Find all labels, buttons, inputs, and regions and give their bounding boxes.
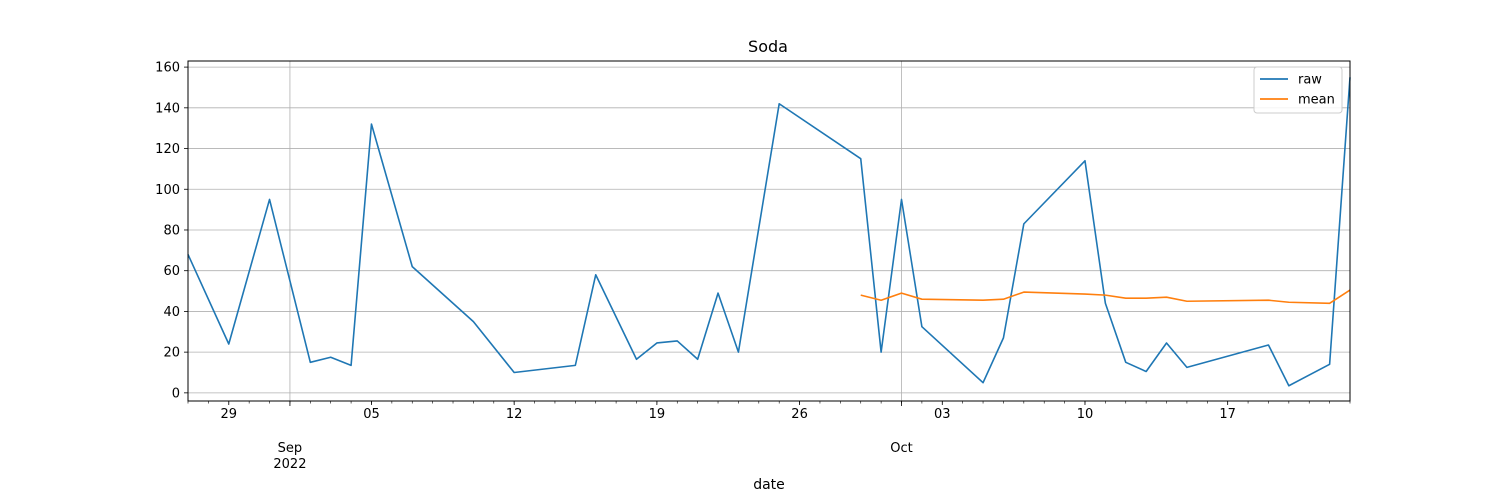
y-tick-label: 20	[163, 346, 180, 361]
y-tick-label: 120	[155, 142, 180, 157]
series-line-raw	[187, 77, 1351, 387]
y-tick-label: 160	[155, 61, 180, 76]
legend: raw mean	[1253, 66, 1343, 114]
x-tick-label: 03	[934, 407, 951, 422]
y-tick-label: 40	[163, 305, 180, 320]
y-tick-label: 60	[163, 264, 180, 279]
series-line-mean	[860, 289, 1351, 305]
y-tick-label: 100	[155, 183, 180, 198]
x-tick-label: 05	[363, 407, 380, 422]
y-axis: 0 20 40 60 80 100 120 140 160	[155, 61, 188, 401]
plot-frame	[187, 60, 1351, 402]
plot-background	[188, 61, 1350, 401]
series-layer	[187, 77, 1351, 387]
y-tick-label: 140	[155, 101, 180, 116]
y-tick-label: 80	[163, 223, 180, 238]
x-axis-label: date	[753, 477, 785, 493]
y-tick-label: 0	[172, 386, 180, 401]
x-tick-label: 29	[220, 407, 237, 422]
x-tick-label: 26	[791, 407, 808, 422]
x-axis: 29 Sep 2022 05 12 19 26 Oct 03 10 17	[187, 401, 1351, 472]
x-tick-label: 17	[1219, 407, 1236, 422]
legend-label-raw: raw	[1298, 73, 1322, 88]
x-tick-label: 19	[649, 407, 666, 422]
x-tick-label: 12	[506, 407, 523, 422]
grid	[188, 61, 1350, 401]
chart-title: Soda	[748, 37, 788, 56]
x-tick-label: 10	[1077, 407, 1094, 422]
legend-label-mean: mean	[1298, 93, 1335, 108]
plot-area: 0 20 40 60 80 100 120 140 160 29 Sep 2022 05 12 19 26 O…	[155, 60, 1351, 472]
x-tick-label: Oct	[890, 441, 912, 456]
x-tick-label: Sep 2022	[273, 441, 306, 472]
